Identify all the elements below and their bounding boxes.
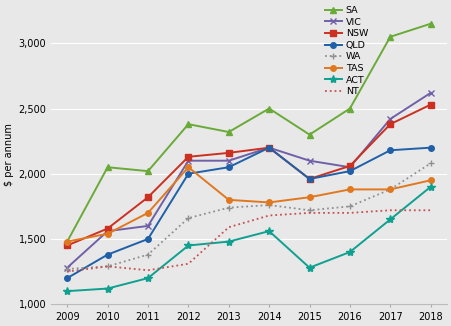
ACT	[387, 217, 393, 221]
NSW	[307, 177, 312, 181]
ACT	[347, 250, 353, 254]
QLD	[307, 177, 312, 181]
ACT	[307, 266, 312, 270]
QLD	[428, 146, 433, 150]
ACT	[105, 287, 110, 290]
VIC	[186, 159, 191, 163]
Line: VIC: VIC	[64, 89, 434, 271]
NSW	[347, 164, 353, 168]
TAS	[226, 198, 231, 202]
NT	[428, 208, 433, 212]
TAS	[64, 240, 70, 244]
NT	[186, 262, 191, 266]
SA	[267, 107, 272, 111]
TAS	[428, 178, 433, 182]
QLD	[186, 172, 191, 176]
ACT	[186, 244, 191, 247]
SA	[186, 122, 191, 126]
NT	[307, 211, 312, 215]
WA	[347, 204, 353, 208]
NT	[267, 214, 272, 217]
NSW	[186, 155, 191, 159]
VIC	[347, 165, 353, 169]
SA	[347, 107, 353, 111]
VIC	[145, 224, 151, 228]
WA	[105, 264, 110, 268]
TAS	[347, 187, 353, 191]
Line: ACT: ACT	[63, 183, 435, 295]
NSW	[145, 195, 151, 199]
Line: NT: NT	[67, 210, 431, 272]
SA	[387, 35, 393, 39]
Y-axis label: $ per annum: $ per annum	[4, 123, 14, 185]
ACT	[64, 289, 70, 293]
WA	[186, 216, 191, 220]
WA	[307, 208, 312, 212]
NSW	[226, 151, 231, 155]
NT	[347, 211, 353, 215]
NSW	[428, 103, 433, 107]
VIC	[428, 91, 433, 95]
QLD	[64, 276, 70, 280]
TAS	[387, 187, 393, 191]
NT	[145, 268, 151, 272]
QLD	[387, 148, 393, 152]
Line: SA: SA	[64, 21, 434, 245]
TAS	[267, 200, 272, 204]
NSW	[105, 227, 110, 230]
WA	[267, 203, 272, 207]
VIC	[267, 146, 272, 150]
ACT	[267, 229, 272, 233]
SA	[64, 240, 70, 244]
VIC	[307, 159, 312, 163]
WA	[428, 161, 433, 165]
QLD	[226, 165, 231, 169]
SA	[428, 22, 433, 26]
TAS	[307, 195, 312, 199]
NSW	[387, 122, 393, 126]
NT	[387, 208, 393, 212]
Line: NSW: NSW	[64, 102, 433, 248]
WA	[387, 187, 393, 191]
Line: QLD: QLD	[64, 145, 433, 281]
VIC	[387, 117, 393, 121]
ACT	[428, 185, 433, 189]
SA	[145, 169, 151, 173]
QLD	[267, 146, 272, 150]
ACT	[226, 240, 231, 244]
NT	[64, 270, 70, 274]
NT	[226, 225, 231, 229]
VIC	[105, 229, 110, 233]
ACT	[145, 276, 151, 280]
VIC	[64, 266, 70, 270]
SA	[105, 165, 110, 169]
Line: WA: WA	[64, 160, 434, 273]
TAS	[105, 232, 110, 236]
VIC	[226, 159, 231, 163]
QLD	[105, 253, 110, 257]
NSW	[64, 244, 70, 247]
Legend: SA, VIC, NSW, QLD, WA, TAS, ACT, NT: SA, VIC, NSW, QLD, WA, TAS, ACT, NT	[325, 6, 368, 96]
Line: TAS: TAS	[64, 164, 433, 244]
SA	[226, 130, 231, 134]
TAS	[186, 165, 191, 169]
WA	[145, 253, 151, 257]
NSW	[267, 146, 272, 150]
WA	[226, 206, 231, 210]
QLD	[145, 237, 151, 241]
WA	[64, 267, 70, 271]
NT	[105, 264, 110, 268]
TAS	[145, 211, 151, 215]
SA	[307, 133, 312, 137]
QLD	[347, 169, 353, 173]
